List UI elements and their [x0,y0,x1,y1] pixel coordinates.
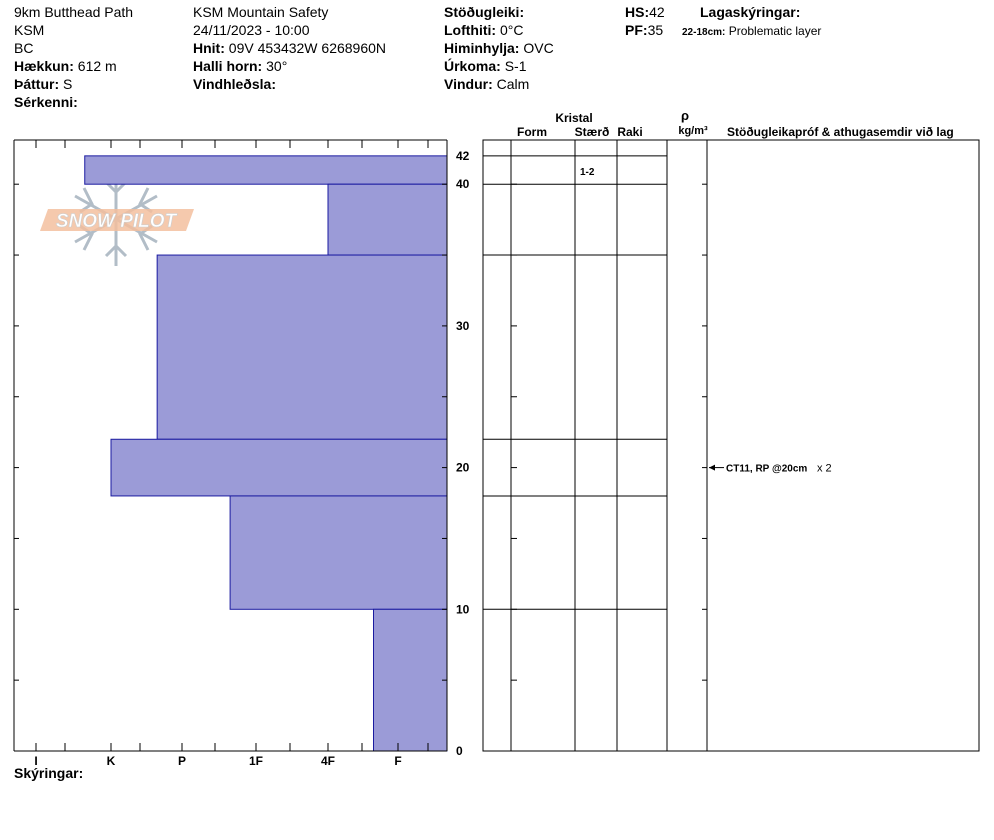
stability-test-label: CT11, RP @20cm [726,464,807,475]
hardness-tick-label: 1F [249,754,263,768]
air-temp: Lofthiti: 0°C [444,22,524,38]
hardness-tick-label: K [107,754,116,768]
depth-tick-label: 0 [456,744,463,758]
depth-tick-label: 30 [456,319,470,333]
operation: KSM Mountain Safety [193,4,329,20]
depth-tick-label: 10 [456,602,470,616]
layer-legend-range: 22-18cm: [682,27,726,38]
hardness-tick-label: F [394,754,401,768]
site-info: 9km Butthead Path KSM BC Hækkun: 612 m Þ… [14,3,133,111]
snow-info: HS:42 PF:35 [625,3,665,39]
data-table-frame [482,139,980,752]
form-header: Form [517,125,547,139]
hardness-layer-bar [327,183,448,256]
coordinates: Hnit: 09V 453432W 6268960N [193,40,387,56]
wind-loading: Vindhleðsla: [193,76,276,92]
region: BC [14,40,34,56]
hardness-tick-label: I [34,754,37,768]
footer-notes-label: Skýringar: [14,765,83,781]
elevation: Hækkun: 612 m [14,58,117,74]
stability: Stöðugleiki: [444,4,525,20]
org-short: KSM [14,22,45,38]
penetration-foot: PF:35 [625,22,664,38]
size-header: Stærð [575,125,610,139]
slope-angle: Halli horn: 30° [193,58,288,74]
layer-legend-entry: 22-18cm: Problematic layer [682,22,821,42]
observation-info: KSM Mountain Safety 24/11/2023 - 10:00 H… [193,3,386,93]
datetime: 24/11/2023 - 10:00 [193,22,310,38]
crystal-header: Kristal [555,111,592,125]
features: Sérkenni: [14,94,78,110]
snow-height: HS:42 [625,4,665,20]
hardness-tick-label: 4F [321,754,335,768]
test-arrow-icon [709,464,715,471]
weather-info: Stöðugleiki: Lofthiti: 0°C Himinhylja: O… [444,3,554,93]
hardness-layer-bar [84,155,448,185]
logo-text: SNOW PILOT [56,211,178,232]
hardness-layer-bar [156,254,448,440]
logo-banner [40,209,194,231]
snowpilot-logo: SNOW PILOT [40,172,194,266]
layer-legend-desc: Problematic layer [728,24,822,38]
layer-legend: Lagaskýringar: [700,3,800,21]
precipitation: Úrkoma: S-1 [444,58,527,74]
depth-tick-label: 20 [456,461,470,475]
hardness-layer-bar [110,438,448,497]
depth-tick-label: 42 [456,149,470,163]
sky-cover: Himinhylja: OVC [444,40,554,56]
depth-tick-label: 40 [456,177,470,191]
grain-size-label: 1-2 [580,167,595,178]
hardness-layer-bar [373,608,448,752]
hardness-tick-label: P [178,754,186,768]
site-name: 9km Butthead Path [14,4,134,20]
stability-test-count: x 2 [817,463,832,475]
tests-header: Stöðugleikapróf & athugasemdir við lag [727,125,954,139]
density-symbol: ρ [681,108,689,123]
layer-legend-title: Lagaskýringar: [700,4,801,20]
wind: Vindur: Calm [444,76,530,92]
density-unit: kg/m³ [678,125,708,137]
hardness-layer-bar [229,495,448,610]
aspect: Þáttur: S [14,76,73,92]
moisture-header: Raki [617,125,642,139]
